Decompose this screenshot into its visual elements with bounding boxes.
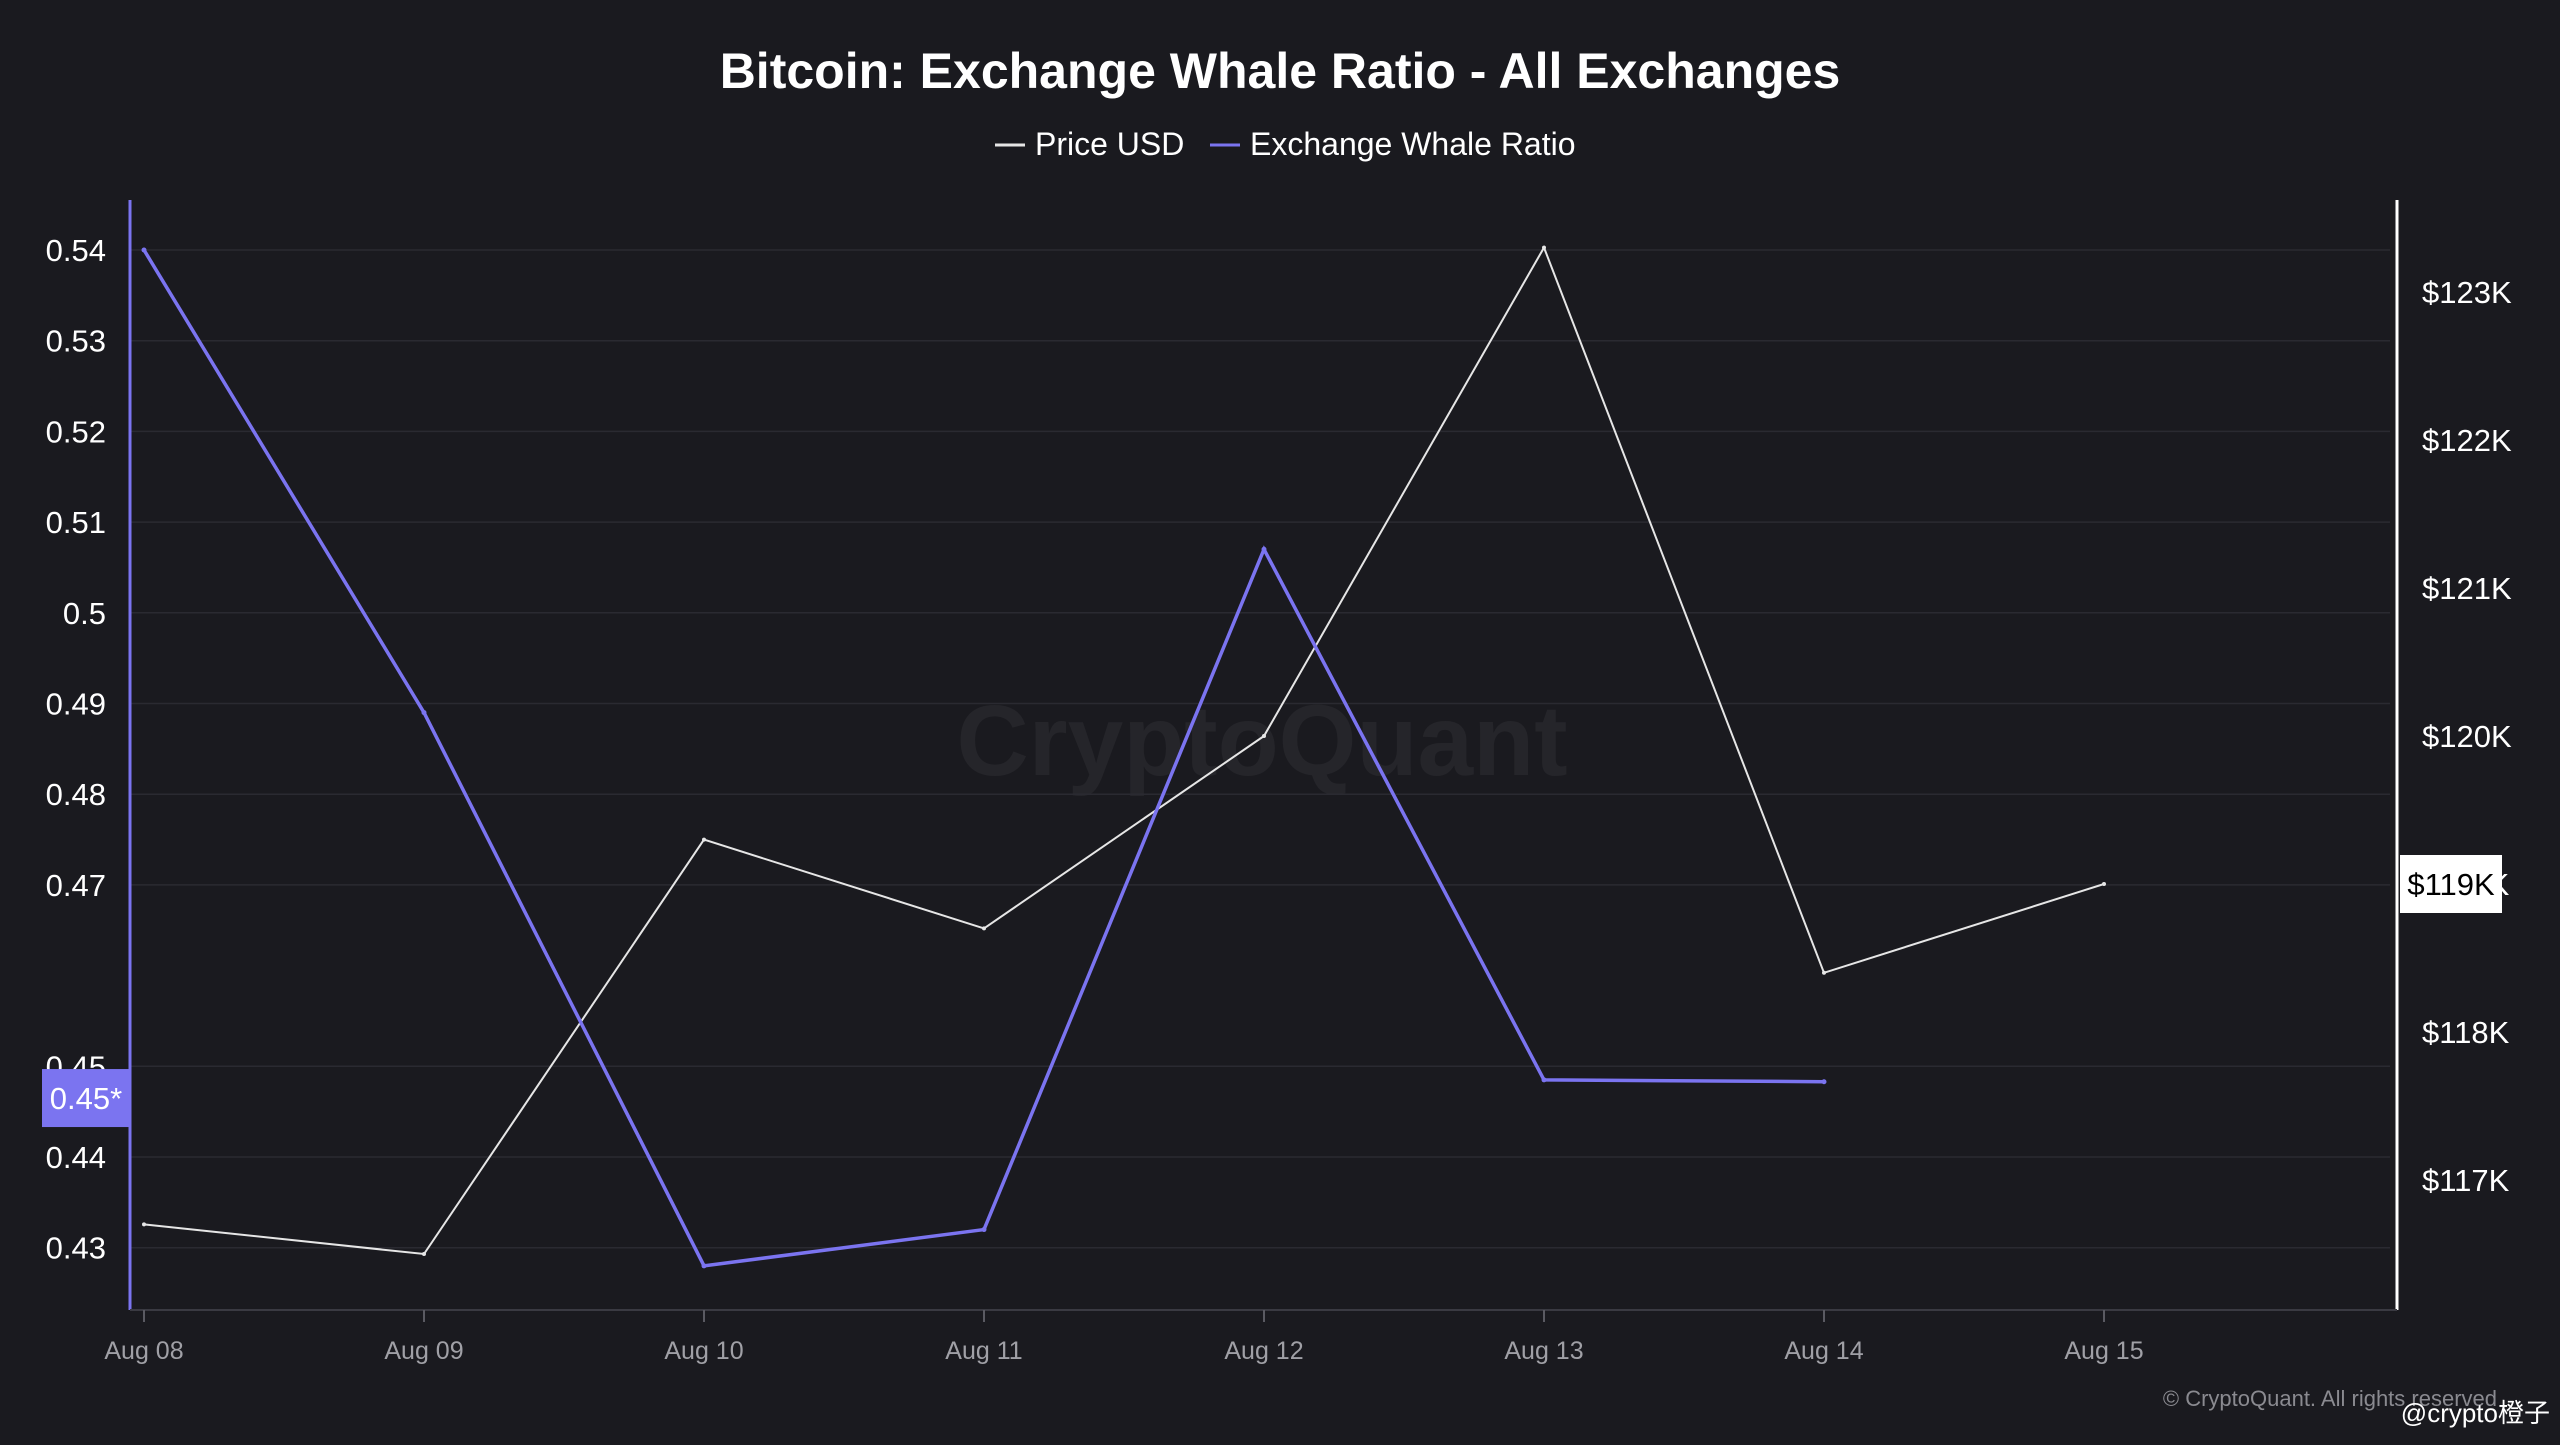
x-axis-ticks: Aug 08 Aug 09 Aug 10 Aug 11 Aug 12 Aug 13 Aug …	[104, 1310, 2144, 1365]
left-tick-label-0.5: 0.5	[63, 596, 106, 631]
x-tick-label-Aug 10: Aug 10	[664, 1337, 743, 1365]
whale-ratio-point-Aug 14[interactable]	[1821, 1079, 1827, 1085]
price-point-Aug 11[interactable]	[982, 926, 986, 931]
x-tick-label-Aug 14: Aug 14	[1784, 1337, 1863, 1365]
left-tick-label-0.44: 0.44	[46, 1140, 106, 1175]
left-current-marker-box	[42, 1069, 130, 1128]
chart-title: Bitcoin: Exchange Whale Ratio - All Exch…	[720, 43, 1841, 99]
whale-ratio-point-Aug 12[interactable]	[1261, 546, 1267, 552]
price-point-Aug 14[interactable]	[1822, 970, 1826, 975]
x-tick-label-Aug 15: Aug 15	[2064, 1337, 2143, 1365]
legend-label-price: Price USD	[1035, 126, 1184, 162]
right-tick-label-$120K: $120K	[2422, 719, 2512, 754]
x-tick-label-Aug 09: Aug 09	[384, 1337, 463, 1365]
left-tick-label-0.54: 0.54	[46, 233, 106, 268]
grid-lines	[130, 249, 2390, 1249]
x-tick-label-Aug 11: Aug 11	[945, 1337, 1022, 1365]
whale-ratio-point-Aug 10[interactable]	[701, 1263, 707, 1269]
right-tick-label-$117K: $117K	[2422, 1163, 2510, 1198]
series-line-price	[143, 245, 2105, 1256]
right-tick-label-$118K: $118K	[2422, 1015, 2510, 1050]
left-tick-label-0.52: 0.52	[46, 414, 106, 449]
right-tick-label-$123K: $123K	[2422, 275, 2512, 310]
left-current-marker[interactable]: 0.45*	[42, 1069, 130, 1128]
left-tick-label-0.48: 0.48	[46, 777, 106, 812]
footer-copyright: © CryptoQuant. All rights reserved	[2163, 1386, 2497, 1411]
signature: @crypto橙子	[2401, 1398, 2550, 1428]
price-point-Aug 15[interactable]	[2102, 882, 2106, 886]
watermark: CryptoQuant	[956, 685, 1567, 797]
legend-item-price[interactable]: Price USD	[995, 126, 1184, 162]
price-point-Aug 09[interactable]	[422, 1252, 426, 1256]
left-tick-label-0.49: 0.49	[46, 687, 106, 722]
left-tick-label-0.51: 0.51	[46, 505, 106, 540]
whale-ratio-point-Aug 11[interactable]	[981, 1227, 987, 1233]
right-tick-label-$121K: $121K	[2422, 571, 2512, 606]
left-tick-label-0.47: 0.47	[46, 868, 106, 903]
whale-ratio-point-Aug 13[interactable]	[1541, 1077, 1547, 1083]
data-points	[141, 245, 2106, 1269]
left-tick-label-0.43: 0.43	[46, 1231, 106, 1266]
left-tick-label-0.53: 0.53	[46, 324, 106, 359]
price-point-Aug 13[interactable]	[1542, 245, 1546, 250]
legend-label-whale-ratio: Exchange Whale Ratio	[1250, 126, 1576, 162]
price-point-Aug 10[interactable]	[702, 837, 706, 842]
price-point-Aug 08[interactable]	[142, 1222, 146, 1227]
x-tick-label-Aug 12: Aug 12	[1224, 1337, 1303, 1365]
right-current-marker-label: $119K	[2407, 867, 2495, 902]
legend-item-whale-ratio[interactable]: Exchange Whale Ratio	[1210, 126, 1576, 162]
legend: Price USD Exchange Whale Ratio	[995, 126, 1576, 162]
left-current-marker-label: 0.45*	[50, 1081, 122, 1116]
x-tick-label-Aug 08: Aug 08	[104, 1337, 183, 1365]
x-tick-label-Aug 13: Aug 13	[1504, 1337, 1583, 1365]
right-current-marker-box	[2400, 855, 2502, 913]
right-tick-label-$122K: $122K	[2422, 423, 2512, 458]
whale-ratio-point-Aug 08[interactable]	[141, 247, 147, 253]
price-point-Aug 12[interactable]	[1262, 734, 1266, 738]
whale-ratio-point-Aug 09[interactable]	[421, 710, 427, 716]
right-current-marker[interactable]: $119K	[2400, 855, 2502, 913]
